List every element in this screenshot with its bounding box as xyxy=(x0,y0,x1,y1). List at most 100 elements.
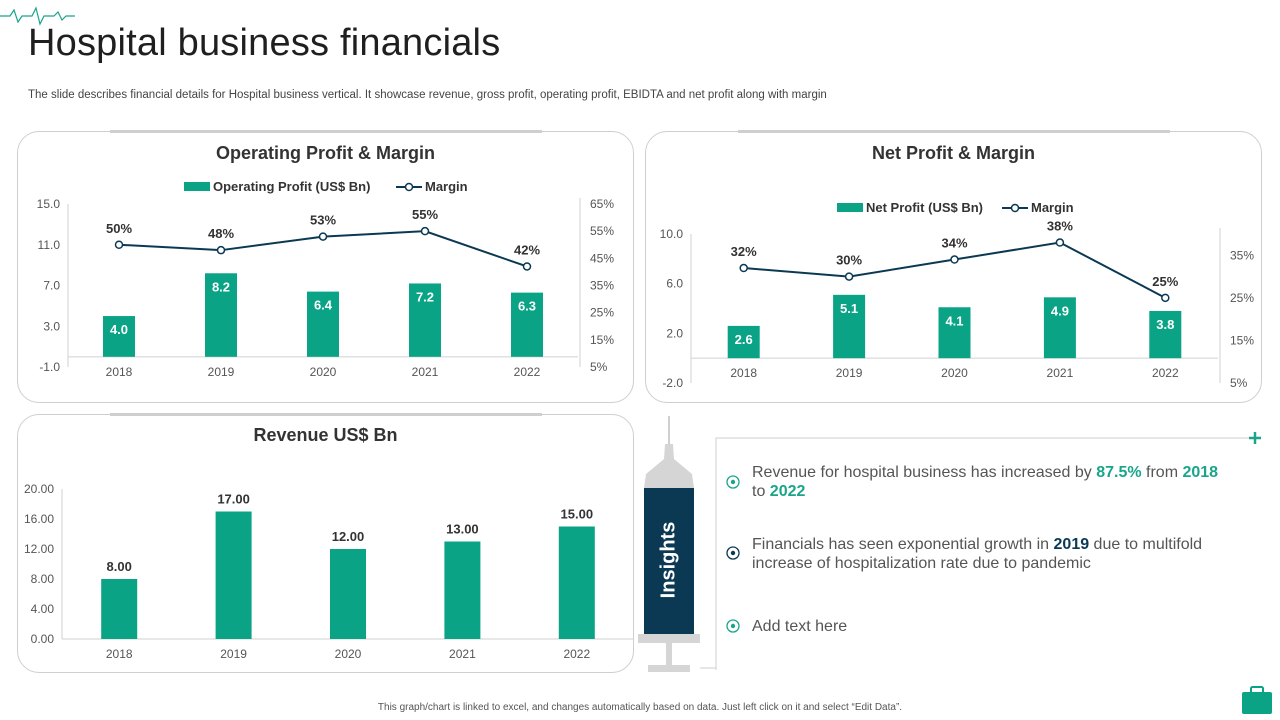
margin-label: 55% xyxy=(412,207,438,222)
y-tick-label: -1.0 xyxy=(39,360,60,374)
margin-label: 42% xyxy=(514,242,540,257)
margin-point xyxy=(1055,238,1065,247)
margin-label: 48% xyxy=(208,226,234,241)
y2-tick-label: 35% xyxy=(590,279,614,293)
bar xyxy=(511,292,543,357)
y2-tick-label: 35% xyxy=(1230,248,1254,262)
y2-tick-label: 15% xyxy=(590,333,614,347)
bar xyxy=(205,273,237,357)
legend-swatch-bar xyxy=(837,203,863,212)
y2-tick-label: 5% xyxy=(1230,376,1248,390)
bar-value-label: 8.2 xyxy=(212,279,230,294)
bar-value-label: 5.1 xyxy=(840,301,858,316)
margin-label: 50% xyxy=(106,221,132,236)
bar xyxy=(307,291,339,357)
bar xyxy=(727,325,760,359)
x-tick-label: 2020 xyxy=(310,365,337,379)
bar xyxy=(409,283,441,357)
margin-point xyxy=(114,240,124,249)
bar xyxy=(833,294,866,359)
bar xyxy=(1149,310,1182,359)
bar xyxy=(330,549,366,639)
legend-swatch-marker xyxy=(1010,203,1020,213)
y2-tick-label: 55% xyxy=(590,224,614,238)
margin-label: 38% xyxy=(1047,219,1073,234)
x-tick-label: 2021 xyxy=(1047,366,1074,380)
y-tick-label: 2.0 xyxy=(666,326,683,340)
insight-3[interactable]: Add text here xyxy=(752,618,848,635)
y-tick-label: 0.00 xyxy=(31,632,55,646)
y-tick-label: 3.0 xyxy=(43,319,60,333)
plus-icon xyxy=(1249,432,1261,444)
margin-point xyxy=(318,232,328,241)
x-tick-label: 2022 xyxy=(514,365,541,379)
operating-profit-chart[interactable]: -1.0 3.0 7.0 11.0 15.0 4.0 2018 8.2 2019 6.4 2020 7… xyxy=(18,132,633,402)
x-tick-label: 2018 xyxy=(730,366,757,380)
chart-title: Operating Profit & Margin xyxy=(215,143,435,163)
revenue-card: Revenue US$ Bn 0.00 4.00 8.00 12.00 16.00 20.… xyxy=(17,413,634,673)
margin-label: 25% xyxy=(1152,274,1178,289)
x-tick-label: 2020 xyxy=(941,366,968,380)
margin-label: 30% xyxy=(836,253,862,268)
y-tick-label: 20.00 xyxy=(24,482,54,496)
y2-tick-label: 5% xyxy=(590,360,608,374)
y-tick-label: 6.0 xyxy=(666,277,683,291)
legend-swatch-bar xyxy=(184,182,210,191)
bar-value-label: 2.6 xyxy=(735,332,753,347)
margin-label: 34% xyxy=(941,236,967,251)
bar-value-label: 13.00 xyxy=(446,522,479,537)
y-tick-label: 16.00 xyxy=(24,512,54,526)
y2-tick-label: 45% xyxy=(590,251,614,265)
operating-profit-card: Operating Profit & Margin -1.0 3.0 7.0 11.0… xyxy=(17,130,634,403)
bar xyxy=(938,307,971,359)
y2-tick-label: 25% xyxy=(1230,291,1254,305)
bar-value-label: 3.8 xyxy=(1156,317,1174,332)
margin-point xyxy=(216,245,226,255)
x-tick-label: 2018 xyxy=(106,647,133,661)
heartbeat-icon xyxy=(0,6,75,26)
legend-label: Net Profit (US$ Bn) xyxy=(866,200,983,215)
bar-value-label: 4.0 xyxy=(110,322,128,337)
chart-title: Revenue US$ Bn xyxy=(253,425,398,445)
insights-barrel xyxy=(644,488,694,634)
margin-point xyxy=(420,226,430,236)
insight-1: Revenue for hospital business has increa… xyxy=(752,464,1219,500)
x-tick-label: 2022 xyxy=(563,647,590,661)
page-subtitle: The slide describes financial details fo… xyxy=(28,89,827,101)
bar-value-label: 4.9 xyxy=(1051,303,1069,318)
insight-2: Financials has seen exponential growth i… xyxy=(752,536,1203,572)
margin-point xyxy=(950,255,959,264)
x-tick-label: 2019 xyxy=(836,366,863,380)
syringe-graphic: Insights xyxy=(638,416,700,672)
x-tick-label: 2020 xyxy=(335,647,362,661)
bar xyxy=(558,526,595,639)
bar-value-label: 17.00 xyxy=(217,492,250,507)
bar xyxy=(444,541,481,639)
target-bullet-icon xyxy=(726,475,740,489)
revenue-chart[interactable]: 0.00 4.00 8.00 12.00 16.00 20.00 8.00 2018 17.00… xyxy=(18,415,633,672)
y-tick-label: 11.0 xyxy=(38,238,61,252)
legend-label: Operating Profit (US$ Bn) xyxy=(213,179,370,194)
target-bullet-icon xyxy=(726,546,740,560)
net-profit-chart[interactable]: -2.0 2.0 6.0 10.0 2.6 2018 5.1 2019 4.1 2020 4.9 20… xyxy=(646,132,1261,402)
y-tick-label: 12.00 xyxy=(24,542,54,556)
bar xyxy=(1043,297,1076,359)
x-tick-label: 2021 xyxy=(412,365,439,379)
chart-title: Net Profit & Margin xyxy=(871,143,1035,163)
bar-value-label: 15.00 xyxy=(561,507,594,522)
y-tick-label: 8.00 xyxy=(31,572,55,586)
margin-point xyxy=(739,263,748,273)
bar-value-label: 4.1 xyxy=(945,313,963,328)
bar xyxy=(103,316,135,357)
margin-label: 32% xyxy=(731,244,757,259)
margin-line xyxy=(743,241,1166,299)
legend-swatch-marker xyxy=(404,182,414,192)
target-bullet-icon xyxy=(726,619,740,633)
x-tick-label: 2021 xyxy=(449,647,476,661)
x-tick-label: 2019 xyxy=(220,647,247,661)
y2-tick-label: 25% xyxy=(590,306,614,320)
x-tick-label: 2022 xyxy=(1152,366,1179,380)
margin-point xyxy=(844,272,854,281)
bar-value-label: 6.4 xyxy=(314,298,333,313)
bar-value-label: 8.00 xyxy=(107,559,132,574)
